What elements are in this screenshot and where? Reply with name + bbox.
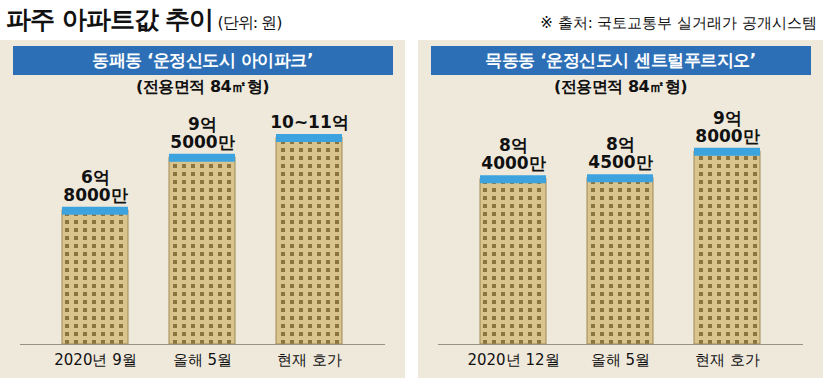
html-text:(전용면적 84㎡형): (전용면적 84㎡형) [554, 77, 687, 96]
svg-text:6억8000만: 6억8000만 [63, 167, 127, 205]
svg-text:올해 5월: 올해 5월 [173, 351, 232, 369]
svg-text:8억4500만: 8억4500만 [588, 134, 652, 172]
svg-text:올해 5월: 올해 5월 [591, 351, 650, 369]
svg-text:2020년 12월: 2020년 12월 [467, 351, 559, 369]
svg-text:2020년 9월: 2020년 9월 [54, 351, 137, 369]
svg-text:8억4000만: 8억4000만 [481, 135, 545, 173]
svg-text:10~11억: 10~11억 [270, 112, 349, 132]
html-text:※ 출처: 국토교통부 실거래가 공개시스템: ※ 출처: 국토교통부 실거래가 공개시스템 [540, 14, 817, 32]
html-text:파주 아파트값 추이(단위: 원): 파주 아파트값 추이(단위: 원) [6, 5, 282, 34]
svg-text:현재 호가: 현재 호가 [277, 351, 342, 369]
svg-text:9억5000만: 9억5000만 [170, 114, 234, 152]
svg-text:9억8000만: 9억8000만 [695, 108, 759, 146]
svg-text:현재 호가: 현재 호가 [695, 351, 760, 369]
html-text:(전용면적 84㎡형): (전용면적 84㎡형) [136, 77, 269, 96]
html-text:목동동 ‘운정신도시 센트럴푸르지오’: 목동동 ‘운정신도시 센트럴푸르지오’ [485, 50, 756, 70]
html-text:동패동 ‘운정신도시 아이파크’: 동패동 ‘운정신도시 아이파크’ [92, 50, 313, 70]
